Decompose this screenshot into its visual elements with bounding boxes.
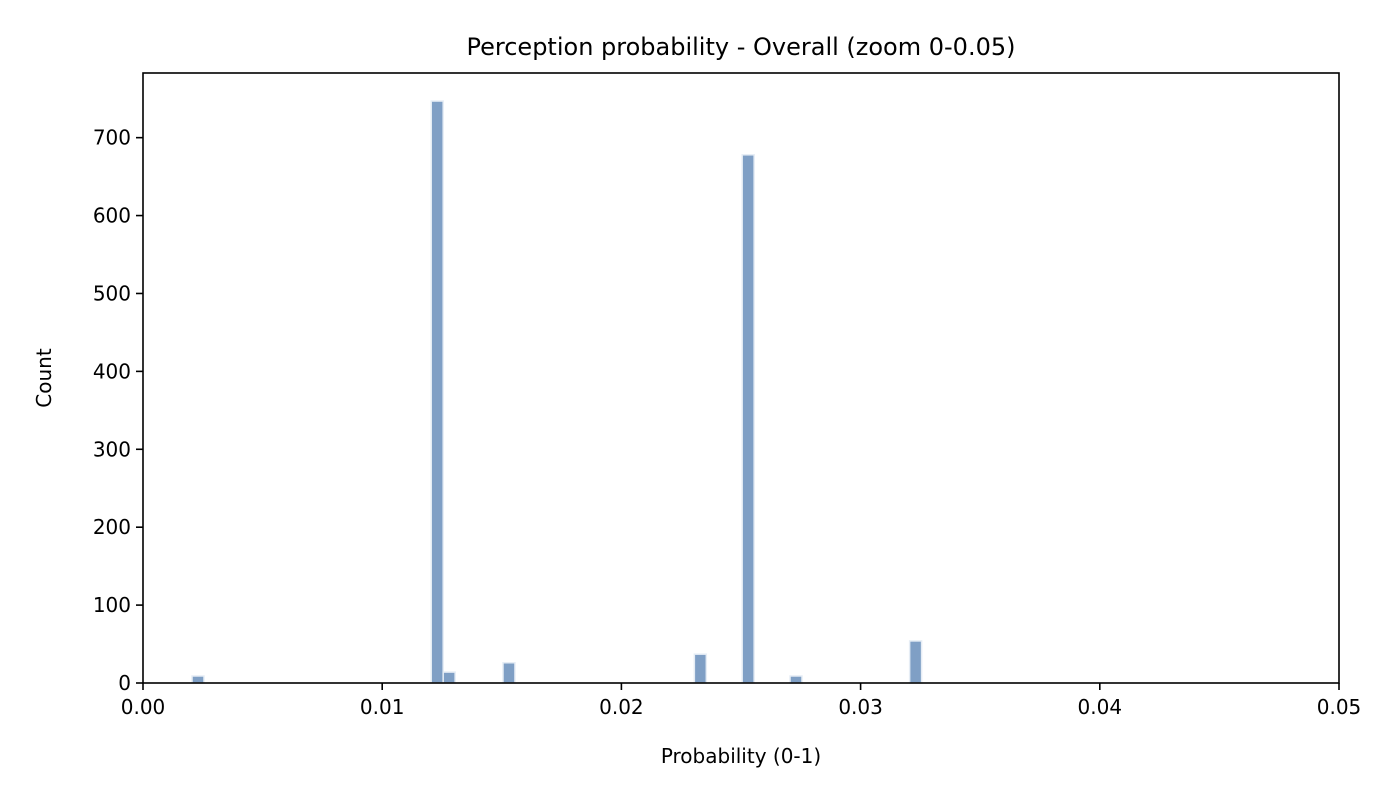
histogram-bar-3 (502, 661, 516, 684)
x-tick-label: 0.00 (121, 695, 166, 719)
x-tick-label: 0.05 (1317, 695, 1362, 719)
plot-frame (142, 72, 1340, 684)
y-tick-label: 600 (93, 204, 131, 228)
y-tick-label: 700 (93, 126, 131, 150)
histogram-bar-2 (442, 671, 456, 684)
x-tick-label: 0.04 (1078, 695, 1123, 719)
y-tick-label: 400 (93, 359, 131, 383)
x-tick-label: 0.01 (360, 695, 405, 719)
y-tick-label: 100 (93, 593, 131, 617)
x-tick-label: 0.02 (599, 695, 644, 719)
x-axis-label: Probability (0-1) (661, 744, 821, 768)
y-axis-label: Count (32, 348, 56, 408)
histogram-bar-7 (908, 640, 923, 684)
histogram-bar-4 (693, 653, 708, 684)
histogram-bar-5 (741, 154, 755, 684)
y-tick-label: 0 (118, 671, 131, 695)
chart-title: Perception probability - Overall (zoom 0… (467, 33, 1016, 61)
y-tick-label: 500 (93, 281, 131, 305)
y-tick-label: 300 (93, 437, 131, 461)
histogram-bar-1 (430, 100, 444, 684)
y-axis-ticks: 0 100 200 300 400 500 600 700 (93, 126, 143, 695)
histogram-bar-0 (191, 675, 205, 684)
histogram-bar-6 (789, 675, 803, 684)
x-tick-label: 0.03 (838, 695, 883, 719)
y-tick-label: 200 (93, 515, 131, 539)
x-axis-ticks: 0.00 0.01 0.02 0.03 0.04 0.05 (121, 683, 1362, 719)
plot-background (143, 73, 1339, 683)
